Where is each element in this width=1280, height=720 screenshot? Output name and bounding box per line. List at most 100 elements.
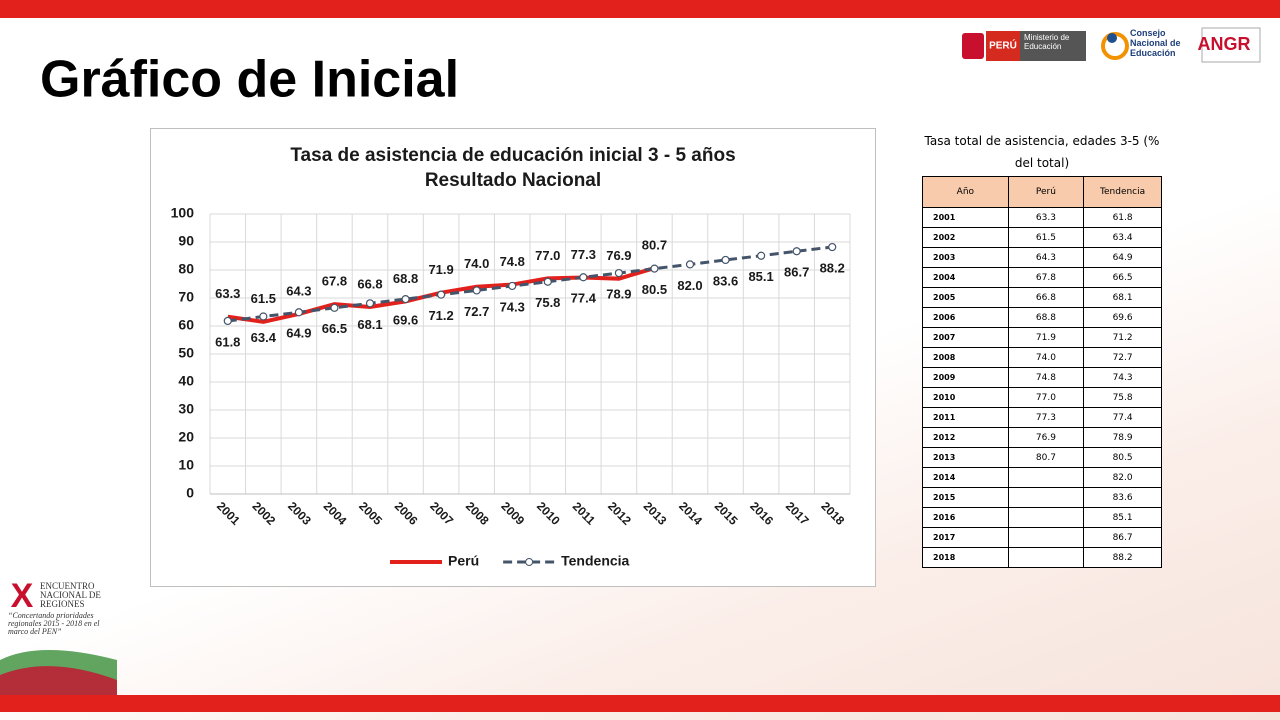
data-label: 88.2 (820, 260, 845, 275)
table-header-cell: Perú (1007, 176, 1085, 208)
point (614, 268, 623, 278)
table-cell: 61.5 (1007, 227, 1085, 248)
table-cell: 68.8 (1007, 307, 1085, 328)
table-cell: 2014 (922, 467, 1009, 488)
logo-peru: PERÚ (989, 39, 1017, 52)
table-cell: 85.1 (1083, 507, 1162, 528)
table-row: 2005 66.8 68.1 (922, 287, 1162, 308)
data-label: 74.3 (500, 299, 525, 314)
bottom-bar (0, 695, 1280, 712)
table-cell: 71.2 (1083, 327, 1162, 348)
logo-peru-box (986, 31, 1020, 61)
table-cell: 76.9 (1007, 427, 1085, 448)
table-cell: 2017 (922, 527, 1009, 548)
table-cell: 66.8 (1007, 287, 1085, 308)
table-cell: 2012 (922, 427, 1009, 448)
table-cell (1007, 547, 1085, 568)
top-bar (0, 0, 1280, 18)
chart-title: Tasa de asistencia de educación inicial … (290, 145, 735, 166)
table-cell: 2011 (922, 407, 1009, 428)
data-label: 64.3 (286, 283, 311, 298)
data-label: 72.7 (464, 304, 489, 319)
table-row: 2010 77.0 75.8 (922, 387, 1162, 408)
table-cell: 61.8 (1083, 207, 1162, 228)
table-row: 2002 61.5 63.4 (922, 227, 1162, 248)
table-row: 2013 80.7 80.5 (922, 447, 1162, 468)
logo-shield (962, 33, 984, 59)
table-cell: 75.8 (1083, 387, 1162, 408)
point (828, 242, 837, 252)
table-cell: 72.7 (1083, 347, 1162, 368)
point (721, 255, 730, 265)
point (579, 273, 588, 282)
table-row: 2014 82.0 (922, 467, 1162, 488)
table-cell: 77.4 (1083, 407, 1162, 428)
table-cell (1007, 507, 1085, 528)
y-tick-label: 100 (171, 205, 195, 221)
y-tick-label: 70 (178, 289, 194, 305)
table-cell: 2001 (922, 207, 1009, 228)
y-tick-label: 80 (178, 261, 194, 277)
point (365, 299, 375, 308)
series-line (227, 245, 833, 323)
table-header-cell: Tendencia (1083, 176, 1162, 208)
data-label: 75.8 (535, 295, 560, 310)
table-cell: 2009 (922, 367, 1009, 388)
point (792, 247, 801, 256)
table-row: 2003 64.3 64.9 (922, 247, 1162, 268)
point (543, 277, 552, 286)
table-cell: 2015 (922, 487, 1009, 508)
data-label: 66.8 (357, 276, 382, 291)
data-label: 68.8 (393, 271, 418, 286)
table-row: 2012 76.9 78.9 (922, 427, 1162, 448)
data-label: 80.5 (642, 282, 667, 297)
data-label: 78.9 (606, 287, 631, 302)
point (508, 281, 517, 291)
point (472, 286, 481, 295)
data-label: 66.5 (322, 321, 347, 336)
data-label: 68.1 (357, 317, 382, 332)
table-cell: 68.1 (1083, 287, 1162, 308)
data-label: 63.4 (251, 330, 277, 345)
legend-label: Tendencia (561, 553, 629, 569)
point (259, 312, 268, 321)
data-label: 61.5 (251, 291, 276, 306)
table-cell: 2008 (922, 347, 1009, 368)
legend-point (525, 558, 534, 566)
table-cell: 64.3 (1007, 247, 1085, 268)
data-label: 67.8 (322, 274, 347, 289)
data-label: 64.9 (286, 326, 311, 341)
table-cell: 77.3 (1007, 407, 1085, 428)
table-cell: 80.5 (1083, 447, 1162, 468)
point (685, 260, 695, 269)
table-row: 2006 68.8 69.6 (922, 307, 1162, 328)
table-row: 2004 67.8 66.5 (922, 267, 1162, 288)
table-cell: 2016 (922, 507, 1009, 528)
table-cell: 82.0 (1083, 467, 1162, 488)
point (437, 290, 446, 299)
table-cell: 86.7 (1083, 527, 1162, 548)
table-row: 2011 77.3 77.4 (922, 407, 1162, 428)
table-cell: 88.2 (1083, 547, 1162, 568)
table-title: Tasa total de asistencia, edades 3-5 (% … (924, 134, 1160, 170)
table-cell: 2018 (922, 547, 1009, 568)
chart-frame (150, 128, 876, 587)
y-tick-label: 60 (178, 317, 194, 333)
legend-label: Perú (448, 553, 479, 569)
event-name-wrap: ENCUENTRO NACIONAL DE REGIONES (40, 582, 101, 609)
table-cell: 83.6 (1083, 487, 1162, 508)
logo-council-wrap: Consejo Nacional de Educación (1130, 28, 1181, 58)
table-cell: 2005 (922, 287, 1009, 308)
logo-ministry-wrap: Ministerio de Educación (1024, 33, 1069, 51)
data-label: 80.7 (642, 237, 667, 252)
y-tick-label: 50 (178, 345, 194, 361)
chart-subtitle: Resultado Nacional (425, 170, 601, 191)
event-name: ENCUENTRO NACIONAL DE REGIONES (40, 582, 101, 609)
table-row: 2015 83.6 (922, 487, 1162, 508)
table-cell: 71.9 (1007, 327, 1085, 348)
point (650, 264, 659, 273)
table-cell: 74.8 (1007, 367, 1085, 388)
table-cell: 67.8 (1007, 267, 1085, 288)
table-row: 2017 86.7 (922, 527, 1162, 548)
